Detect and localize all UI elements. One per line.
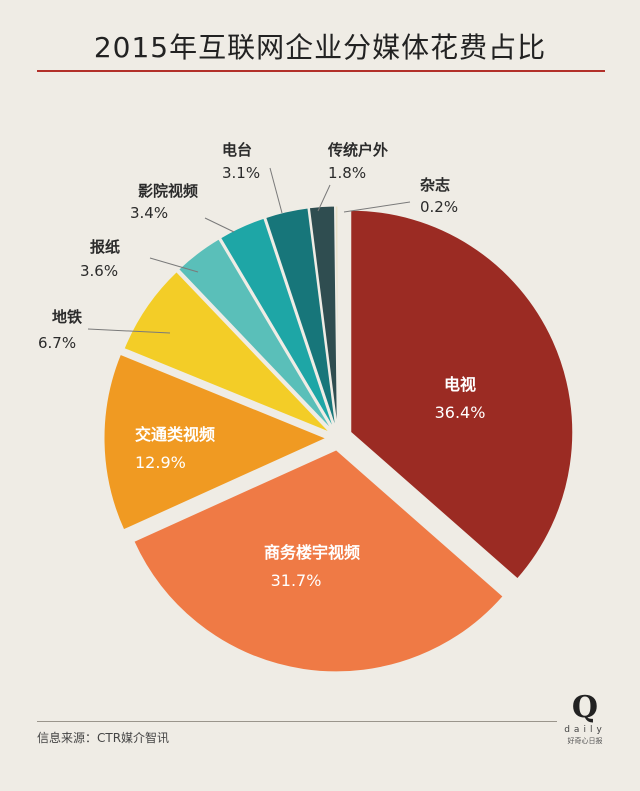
slice-value-label: 3.4% <box>130 204 168 222</box>
slice-value-label: 3.6% <box>80 262 118 280</box>
slice-name-label: 报纸 <box>90 238 120 256</box>
logo-word: daily <box>564 725 606 735</box>
slice-name-label: 影院视频 <box>138 182 198 200</box>
slice-value-label: 0.2% <box>420 198 458 216</box>
leader-line <box>343 201 411 213</box>
chart-title: 2015年互联网企业分媒体花费占比 <box>93 31 547 64</box>
slice-name-label: 地铁 <box>52 308 82 326</box>
slice-name-label: 交通类视频 <box>135 425 215 444</box>
slice-value-label: 31.7% <box>271 571 322 590</box>
pie-slice <box>133 449 504 673</box>
leader-line <box>149 257 199 273</box>
slice-value-label: 36.4% <box>435 403 486 422</box>
pie-slice <box>334 205 339 429</box>
pie-slice <box>123 271 331 433</box>
slice-value-label: 1.8% <box>328 164 366 182</box>
slice-name-label: 电视 <box>444 375 476 394</box>
slice-value-label: 6.7% <box>38 334 76 352</box>
leader-line <box>204 217 235 233</box>
slice-name-label: 传统户外 <box>327 141 388 159</box>
pie-slice <box>103 353 328 531</box>
leader-line <box>317 184 331 212</box>
slice-name-label: 商务楼宇视频 <box>264 543 360 562</box>
brand-logo: Q daily 好奇心日报 <box>560 693 610 746</box>
source-note: 信息来源：CTR媒介智讯 <box>37 731 170 745</box>
pie-slice <box>265 207 337 429</box>
slice-value-label: 12.9% <box>135 453 186 472</box>
pie-slice <box>350 209 574 580</box>
slice-name-label: 杂志 <box>420 176 450 194</box>
pie-slice <box>308 205 338 429</box>
logo-subtitle: 好奇心日报 <box>567 737 603 745</box>
slice-name-label: 电台 <box>222 141 252 159</box>
leader-line <box>269 167 283 214</box>
logo-letter: Q <box>571 690 599 725</box>
pie-slice <box>178 238 333 431</box>
leader-line <box>87 328 171 334</box>
pie-slice <box>219 217 335 430</box>
slice-value-label: 3.1% <box>222 164 260 182</box>
title-underline <box>37 70 605 72</box>
footer-divider <box>37 721 557 722</box>
